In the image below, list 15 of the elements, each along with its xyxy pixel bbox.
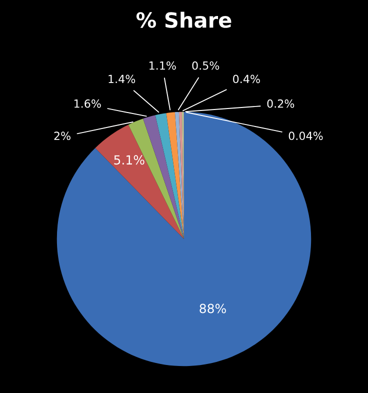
data-label: 88% — [200, 304, 226, 314]
data-label: 0.4% — [233, 74, 260, 84]
data-label: 0.5% — [192, 61, 220, 70]
pie-slice — [166, 112, 184, 239]
data-label: 2% — [54, 132, 70, 140]
data-label: 1.6% — [74, 99, 101, 108]
data-label: 1.1% — [150, 61, 176, 70]
data-label: 1.4% — [108, 74, 136, 84]
chart-title: % Share — [136, 12, 232, 28]
pie-slice — [95, 124, 184, 239]
data-label: 0.04% — [288, 132, 323, 140]
data-label: 5.1% — [114, 155, 144, 165]
pie-slice — [143, 115, 184, 239]
pie-slice — [155, 113, 184, 239]
data-label: 0.2% — [267, 99, 294, 108]
